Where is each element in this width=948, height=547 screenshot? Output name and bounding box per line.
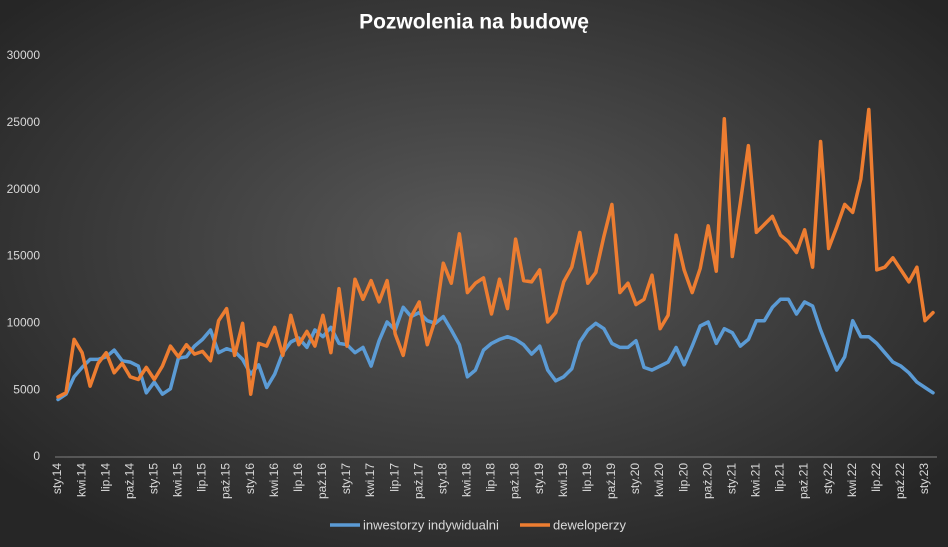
x-tick-label: paź.20 [700, 463, 714, 499]
chart-title: Pozwolenia na budowę [359, 11, 589, 34]
x-tick-label: sty.15 [147, 463, 161, 494]
x-tick-label: sty.17 [339, 463, 353, 494]
x-tick-label: paź.17 [411, 463, 425, 499]
y-tick-label: 5000 [13, 382, 40, 396]
x-tick-label: paź.21 [797, 463, 811, 499]
x-tick-label: kwi.14 [74, 463, 88, 497]
x-tick-label: lip.19 [580, 463, 594, 492]
x-tick-label: paź.16 [315, 463, 329, 499]
y-tick-label: 20000 [7, 182, 41, 196]
x-tick-label: lip.17 [387, 463, 401, 492]
x-tick-label: kwi.21 [749, 463, 763, 497]
x-tick-label: lip.15 [195, 463, 209, 492]
y-tick-label: 10000 [7, 316, 41, 330]
x-tick-label: kwi.17 [363, 463, 377, 497]
x-tick-label: sty.20 [628, 463, 642, 494]
x-tick-label: lip.22 [869, 463, 883, 492]
line-series [56, 107, 935, 399]
x-tick-label: kwi.15 [171, 463, 185, 497]
legend-label: deweloperzy [553, 517, 626, 532]
y-tick-label: 25000 [7, 115, 41, 129]
x-tick-label: paź.14 [122, 463, 136, 499]
y-tick-label: 15000 [7, 249, 41, 263]
x-tick-label: lip.18 [484, 463, 498, 492]
x-tick-label: sty.22 [821, 463, 835, 494]
x-tick-label: sty.19 [532, 463, 546, 494]
x-tick-label: kwi.22 [845, 463, 859, 497]
legend-label: inwestorzy indywidualni [363, 517, 499, 532]
x-tick-label: paź.22 [893, 463, 907, 499]
x-tick-label: sty.16 [243, 463, 257, 494]
x-tick-label: sty.18 [435, 463, 449, 494]
x-tick-label: kwi.18 [460, 463, 474, 497]
x-tick-label: paź.15 [219, 463, 233, 499]
x-tick-label: lip.21 [773, 463, 787, 492]
x-tick-label: lip.14 [98, 463, 112, 492]
x-tick-label: kwi.20 [652, 463, 666, 497]
x-tick-label: sty.23 [917, 463, 931, 494]
x-tick-label: paź.18 [508, 463, 522, 499]
x-tick-label: kwi.16 [267, 463, 281, 497]
line-series [56, 297, 935, 402]
x-tick-label: lip.16 [291, 463, 305, 492]
x-tick-label: paź.19 [604, 463, 618, 499]
x-tick-label: sty.14 [50, 463, 64, 494]
x-tick-label: sty.21 [724, 463, 738, 494]
x-tick-label: kwi.19 [556, 463, 570, 497]
x-tick-label: lip.20 [676, 463, 690, 492]
y-tick-label: 30000 [7, 48, 41, 62]
y-tick-label: 0 [33, 449, 40, 463]
